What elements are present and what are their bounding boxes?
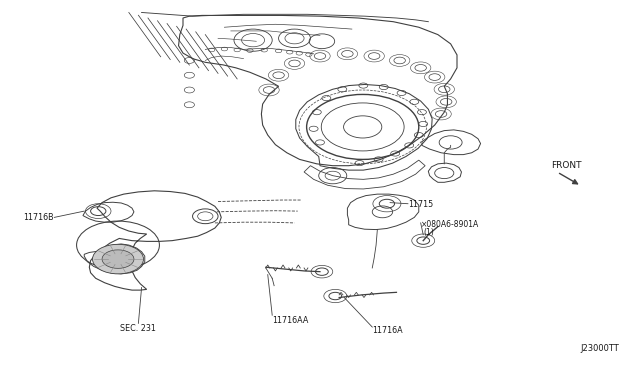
Text: 11716B: 11716B [24,213,54,222]
Text: ×080A6-8901A: ×080A6-8901A [420,220,479,229]
Circle shape [93,244,143,274]
Text: SEC. 231: SEC. 231 [120,324,156,333]
Text: FRONT: FRONT [550,161,581,170]
Circle shape [102,250,134,268]
Text: (1): (1) [424,228,435,237]
Text: 11716A: 11716A [372,326,403,335]
Text: 11715: 11715 [408,200,433,209]
Text: J23000TT: J23000TT [580,344,620,353]
Text: 11716AA: 11716AA [272,316,308,325]
